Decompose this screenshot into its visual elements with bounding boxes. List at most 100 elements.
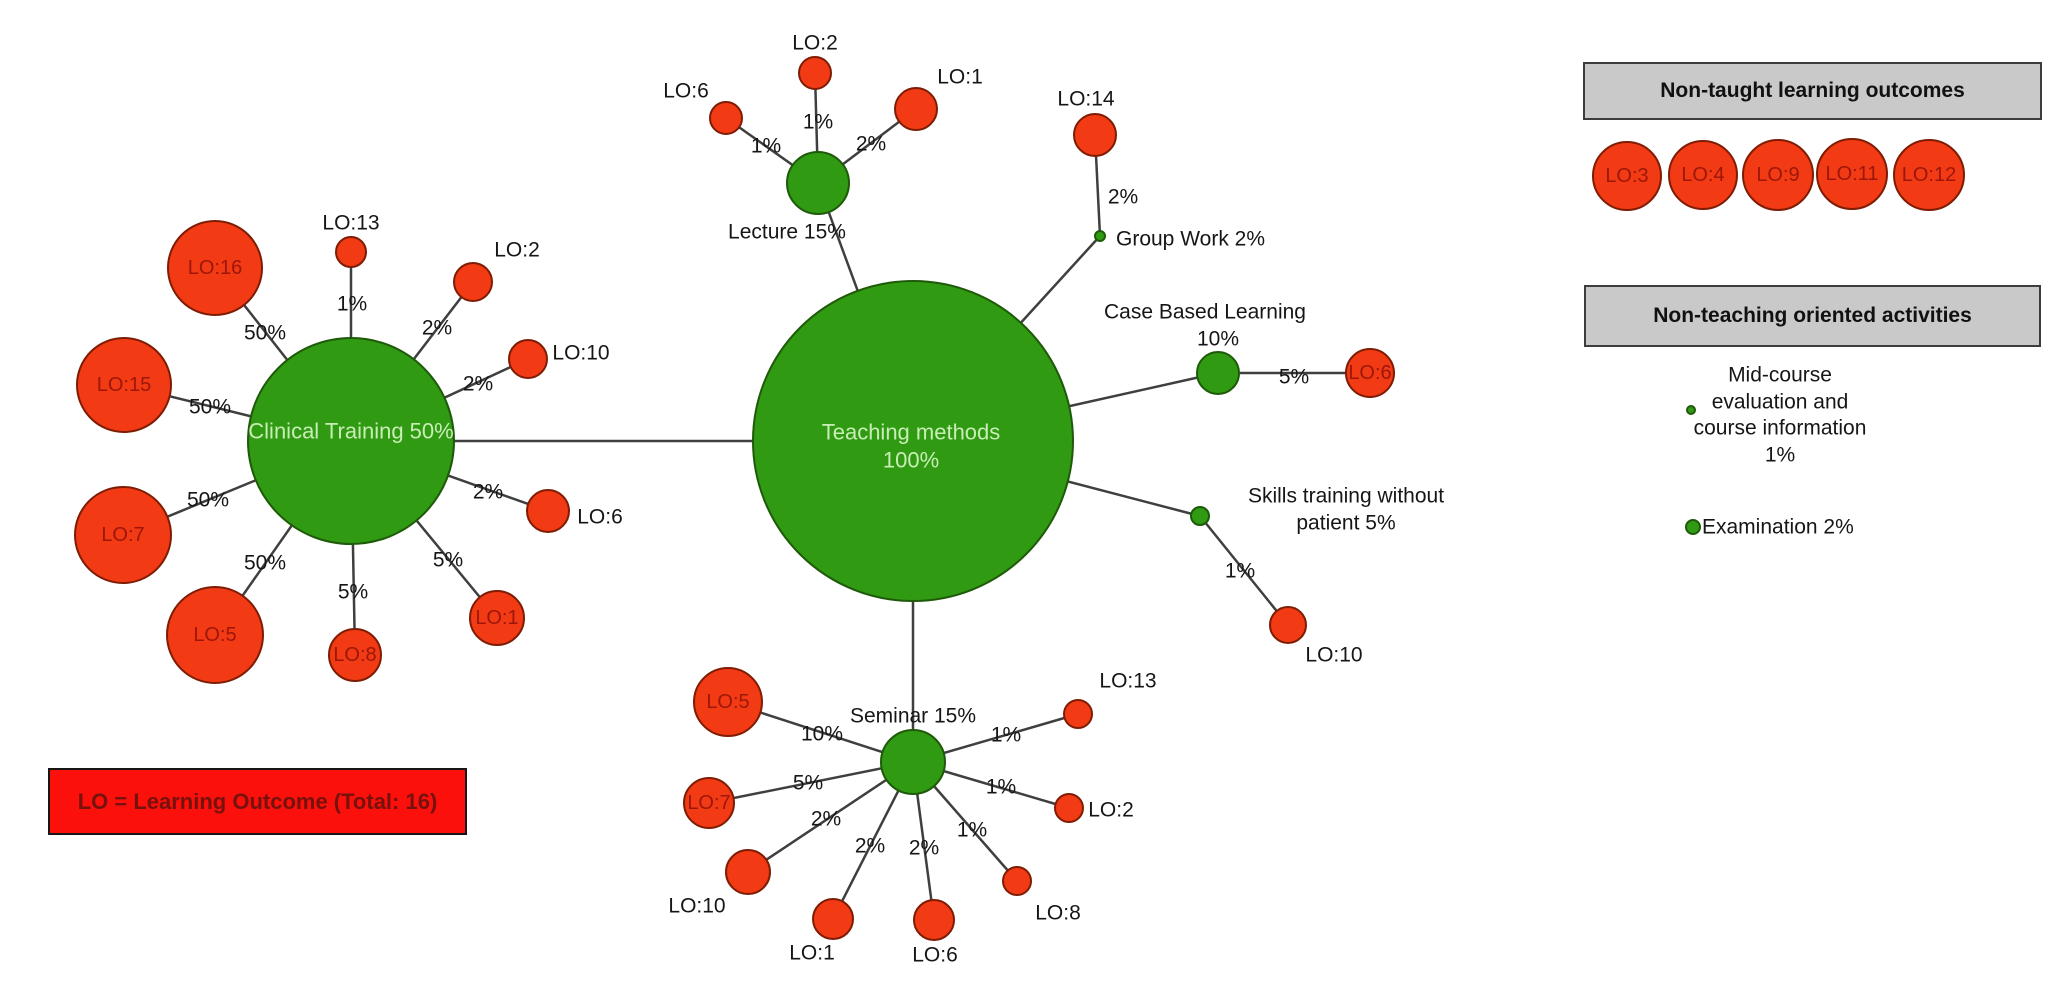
- legend-box: LO = Learning Outcome (Total: 16): [48, 768, 467, 835]
- diagram-text: 2%: [422, 317, 452, 340]
- node-lo6-clinical: [526, 489, 570, 533]
- node-lo1-lecture: [894, 87, 938, 131]
- diagram-text: LO:8: [1035, 902, 1081, 925]
- diagram-text: LO:11: [1826, 163, 1879, 185]
- diagram-text: LO:2: [1088, 799, 1134, 822]
- node-lo1-clinical: [469, 590, 525, 646]
- node-seminar: [880, 729, 946, 795]
- node-examination: [1685, 519, 1701, 535]
- node-lo10-seminar: [725, 849, 771, 895]
- label-teaching-methods: Teaching methods: [822, 420, 1001, 445]
- diagram-text: 2%: [473, 481, 503, 504]
- diagram-text: LO:9: [1756, 164, 1799, 186]
- edge-line: [1199, 515, 1289, 626]
- diagram-text: 2%: [463, 373, 493, 396]
- diagram-text: LO:8: [333, 644, 376, 666]
- diagram-text: LO:2: [494, 239, 540, 262]
- diagram-text: LO:5: [193, 624, 236, 646]
- diagram-text: 5%: [793, 772, 823, 795]
- node-lo8-clinical: [328, 628, 382, 682]
- diagram-text: 5%: [338, 581, 368, 604]
- diagram-text: 50%: [189, 396, 231, 419]
- diagram-text: LO:6: [577, 506, 623, 529]
- edge-line: [708, 760, 914, 805]
- diagram-text: LO:1: [937, 66, 983, 89]
- diagram-text: 2%: [909, 837, 939, 860]
- label-seminar: Seminar 15%: [850, 705, 976, 728]
- diagram-text: LO:5: [706, 691, 749, 713]
- diagram-text: 2%: [856, 133, 886, 156]
- diagram-text: 1%: [1225, 560, 1255, 583]
- label-group-work: Group Work 2%: [1116, 228, 1265, 251]
- node-lo5-seminar: [693, 667, 763, 737]
- diagram-text: LO:10: [552, 342, 609, 365]
- diagram-text: LO:12: [1902, 164, 1956, 186]
- label-teaching-methods-pct: 100%: [883, 448, 939, 473]
- diagram-text: 1%: [991, 724, 1021, 747]
- non-taught-panel-header: Non-taught learning outcomes: [1583, 62, 2042, 120]
- node-lo9-nontaught: [1742, 139, 1814, 211]
- diagram-text: 50%: [244, 552, 286, 575]
- diagram-text: LO:15: [97, 374, 151, 396]
- diagram-text: LO:2: [792, 32, 838, 55]
- node-lo5-clinical: [166, 586, 264, 684]
- diagram-text: 50%: [187, 489, 229, 512]
- node-lo16-clinical: [167, 220, 263, 316]
- node-lo7-seminar: [683, 777, 735, 829]
- diagram-text: 50%: [244, 322, 286, 345]
- diagram-text: LO:7: [101, 524, 144, 546]
- non-teaching-panel-header: Non-teaching oriented activities: [1584, 285, 2041, 347]
- diagram-text: 2%: [811, 808, 841, 831]
- diagram-text: 10%: [801, 723, 843, 746]
- node-skills-training: [1190, 506, 1210, 526]
- diagram-text: 10%: [1197, 328, 1239, 351]
- node-lo2-lecture: [798, 56, 832, 90]
- node-lo13-clinical: [335, 236, 367, 268]
- diagram-text: LO:10: [668, 895, 725, 918]
- diagram-text: 5%: [1279, 366, 1309, 389]
- diagram-text: patient 5%: [1296, 512, 1395, 535]
- label-skills-training: Skills training without: [1248, 485, 1444, 508]
- node-lo1-seminar: [812, 898, 854, 940]
- diagram-text: LO:3: [1605, 165, 1648, 187]
- edge-line: [747, 760, 914, 874]
- node-clinical-training: [247, 337, 455, 545]
- diagram-text: LO:6: [663, 80, 709, 103]
- diagram-text: LO:14: [1057, 88, 1115, 111]
- diagram-text: 1%: [1765, 444, 1795, 467]
- node-mid-course: [1686, 405, 1696, 415]
- diagram-text: LO:4: [1681, 164, 1724, 186]
- node-lo10-skills: [1269, 606, 1307, 644]
- diagram-text: LO:13: [322, 212, 379, 235]
- node-lo8-seminar: [1002, 866, 1032, 896]
- node-lo13-seminar: [1063, 699, 1093, 729]
- diagram-text: 1%: [957, 819, 987, 842]
- diagram-text: LO:6: [1348, 362, 1391, 384]
- diagram-text: 1%: [337, 293, 367, 316]
- node-lo2-seminar: [1054, 793, 1084, 823]
- diagram-text: LO:16: [188, 257, 242, 279]
- label-examination: Examination 2%: [1702, 516, 1854, 539]
- node-lo14-groupwork: [1073, 113, 1117, 157]
- diagram-text: LO:13: [1099, 670, 1156, 693]
- diagram-text: LO:1: [475, 607, 518, 629]
- diagram-text: 1%: [803, 111, 833, 134]
- node-lo6-lecture: [709, 101, 743, 135]
- node-lo2-clinical: [453, 262, 493, 302]
- diagram-text: LO:7: [687, 792, 730, 814]
- diagram-text: course information: [1694, 417, 1867, 440]
- node-lo6-cbl: [1345, 348, 1395, 398]
- diagram-text: 1%: [751, 135, 781, 158]
- node-lo15-clinical: [76, 337, 172, 433]
- diagram-text: 5%: [433, 549, 463, 572]
- node-lo12-nontaught: [1893, 139, 1965, 211]
- diagram-text: 2%: [855, 835, 885, 858]
- diagram-text: 1%: [986, 776, 1016, 799]
- node-lo4-nontaught: [1668, 140, 1738, 210]
- label-case-based-learning: Case Based Learning: [1104, 301, 1306, 324]
- node-lecture: [786, 151, 850, 215]
- node-lo11-nontaught: [1816, 138, 1888, 210]
- diagram-text: evaluation and: [1712, 391, 1849, 414]
- diagram-text: LO:10: [1305, 644, 1362, 667]
